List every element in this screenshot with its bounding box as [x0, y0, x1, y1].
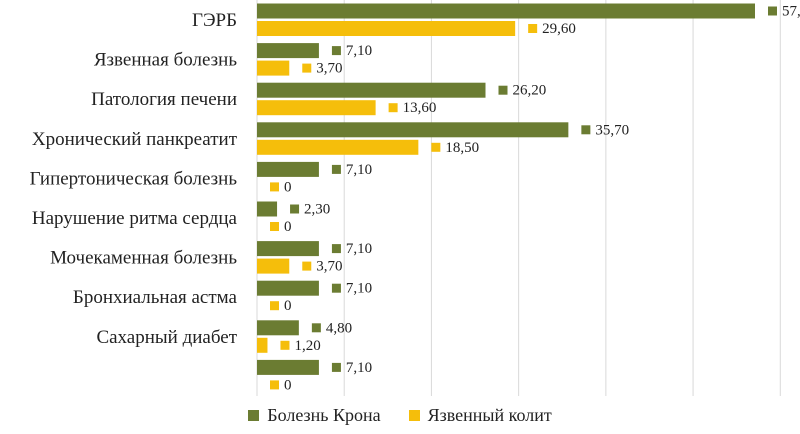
bar-crohn — [257, 43, 319, 59]
data-label: 26,20 — [513, 83, 547, 99]
label-marker — [270, 222, 279, 231]
data-label: 7,10 — [346, 241, 372, 257]
bar-uc — [257, 60, 290, 76]
data-label: 7,10 — [346, 281, 372, 297]
category-label: Язвенная болезнь — [94, 50, 237, 71]
label-marker — [302, 261, 312, 271]
gridlines — [256, 0, 781, 396]
category-label: Хронический панкреатит — [32, 129, 238, 150]
label-marker — [331, 362, 341, 372]
label-marker — [290, 204, 300, 214]
data-label: 0 — [284, 377, 292, 393]
label-marker — [331, 283, 341, 293]
label-marker — [388, 103, 398, 113]
label-marker — [331, 164, 341, 174]
data-label: 3,70 — [316, 61, 342, 77]
category-label: Бронхиальная астма — [73, 287, 238, 308]
category-label: Сахарный диабет — [96, 327, 237, 348]
bar-crohn — [257, 201, 278, 217]
label-marker — [270, 182, 279, 192]
bar-crohn — [257, 82, 486, 98]
label-marker — [270, 380, 279, 390]
legend-swatch-crohn — [248, 409, 260, 421]
bar-crohn — [257, 3, 755, 19]
label-marker — [331, 46, 341, 56]
bar-chart: ГЭРБ Язвенная болезнь Патология печени Хрон… — [30, 0, 800, 396]
label-marker — [581, 125, 591, 135]
legend-label-uc: Язвенный колит — [427, 404, 552, 425]
data-label: 3,70 — [316, 259, 342, 275]
category-label: Нарушение ритма сердца — [32, 208, 238, 229]
legend: Болезнь Крона Язвенный колит — [0, 400, 800, 430]
category-label: Гипертоническая болезнь — [30, 168, 238, 189]
bar-crohn — [257, 122, 569, 138]
label-marker — [431, 142, 441, 152]
bars — [257, 3, 755, 375]
label-marker — [311, 323, 321, 333]
label-marker — [498, 85, 508, 95]
data-label: 0 — [284, 298, 292, 314]
legend-item-crohn: Болезнь Крона — [248, 404, 381, 426]
bar-uc — [257, 337, 268, 353]
data-label: 29,60 — [542, 21, 576, 37]
bar-crohn — [257, 359, 319, 375]
bar-crohn — [257, 161, 319, 177]
data-labels: 57,1029,607,103,7026,2013,6035,7018,507,… — [270, 4, 800, 393]
category-labels: ГЭРБ Язвенная болезнь Патология печени Хрон… — [30, 10, 238, 348]
category-label: Патология печени — [91, 89, 237, 110]
category-label: Мочекаменная болезнь — [50, 248, 237, 269]
bar-uc — [257, 139, 419, 155]
data-label: 7,10 — [346, 43, 372, 59]
label-marker — [280, 340, 290, 350]
data-label: 7,10 — [346, 162, 372, 178]
data-label: 35,70 — [595, 122, 629, 138]
data-label: 13,60 — [403, 100, 437, 116]
bar-crohn — [257, 241, 319, 257]
category-label: ГЭРБ — [192, 10, 237, 31]
label-marker — [331, 244, 341, 254]
data-label: 0 — [284, 179, 292, 195]
data-label: 1,20 — [294, 338, 320, 354]
bar-crohn — [257, 320, 299, 336]
label-marker — [768, 6, 777, 16]
label-marker — [302, 63, 312, 73]
data-label: 57,10 — [782, 4, 800, 20]
label-marker — [270, 301, 279, 311]
data-label: 2,30 — [304, 202, 330, 218]
legend-item-uc: Язвенный колит — [408, 404, 552, 426]
data-label: 0 — [284, 219, 292, 235]
bar-uc — [257, 258, 290, 274]
legend-label-crohn: Болезнь Крона — [267, 404, 381, 425]
legend-swatch-uc — [408, 409, 420, 421]
label-marker — [528, 24, 538, 33]
bar-crohn — [257, 280, 319, 296]
data-label: 18,50 — [445, 140, 479, 156]
bar-uc — [257, 21, 516, 36]
bar-uc — [257, 100, 376, 116]
data-label: 7,10 — [346, 360, 372, 376]
data-label: 4,80 — [326, 320, 352, 336]
